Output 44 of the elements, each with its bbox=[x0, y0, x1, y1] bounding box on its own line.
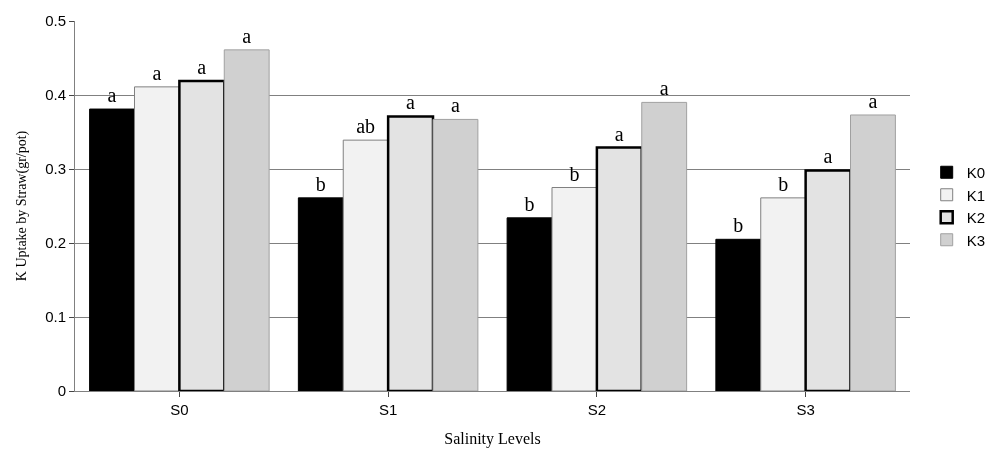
data-label: b bbox=[315, 172, 326, 195]
x-axis-title: Salinity Levels bbox=[444, 429, 541, 448]
bar bbox=[506, 217, 553, 391]
data-label: b bbox=[569, 162, 580, 185]
bar bbox=[641, 101, 688, 391]
bar bbox=[386, 115, 435, 391]
data-label: a bbox=[152, 61, 162, 84]
y-tick-label: 0.5 bbox=[45, 12, 66, 30]
data-label: ab bbox=[356, 115, 376, 138]
legend-label: K1 bbox=[966, 186, 986, 204]
bar bbox=[715, 238, 762, 391]
x-tick-label: S1 bbox=[378, 401, 398, 418]
y-tick-label: 0.2 bbox=[45, 234, 66, 252]
data-label: a bbox=[659, 77, 669, 100]
data-label: a bbox=[614, 122, 624, 145]
data-label: a bbox=[868, 89, 878, 112]
y-tick-label: 0.1 bbox=[45, 308, 66, 326]
data-label: a bbox=[197, 55, 207, 78]
y-tick-label: 0.4 bbox=[45, 86, 66, 104]
x-tick-label: S0 bbox=[170, 401, 189, 418]
x-tick-label: S3 bbox=[796, 401, 815, 418]
data-label: b bbox=[733, 214, 744, 237]
data-label: a bbox=[450, 94, 460, 117]
data-label: a bbox=[242, 24, 252, 47]
legend-label: K3 bbox=[966, 231, 986, 249]
y-tick-label: 0.3 bbox=[45, 160, 66, 178]
data-label: b bbox=[524, 192, 535, 215]
bar bbox=[804, 169, 852, 391]
data-label: a bbox=[823, 145, 833, 168]
data-label: a bbox=[107, 84, 117, 107]
bar bbox=[89, 108, 135, 391]
data-label: a bbox=[406, 91, 416, 114]
bar bbox=[223, 49, 270, 391]
bar bbox=[595, 146, 644, 391]
bar bbox=[432, 118, 479, 391]
bar bbox=[297, 197, 344, 391]
y-tick-label: 0 bbox=[57, 382, 66, 400]
x-tick-label: S2 bbox=[587, 401, 607, 418]
bar bbox=[850, 114, 896, 391]
legend-label: K0 bbox=[966, 164, 986, 182]
data-label: b bbox=[778, 172, 789, 195]
bar bbox=[178, 79, 226, 391]
y-axis-title: K Uptake by Straw(gr/pot) bbox=[13, 130, 30, 282]
legend-label: K2 bbox=[966, 209, 986, 227]
